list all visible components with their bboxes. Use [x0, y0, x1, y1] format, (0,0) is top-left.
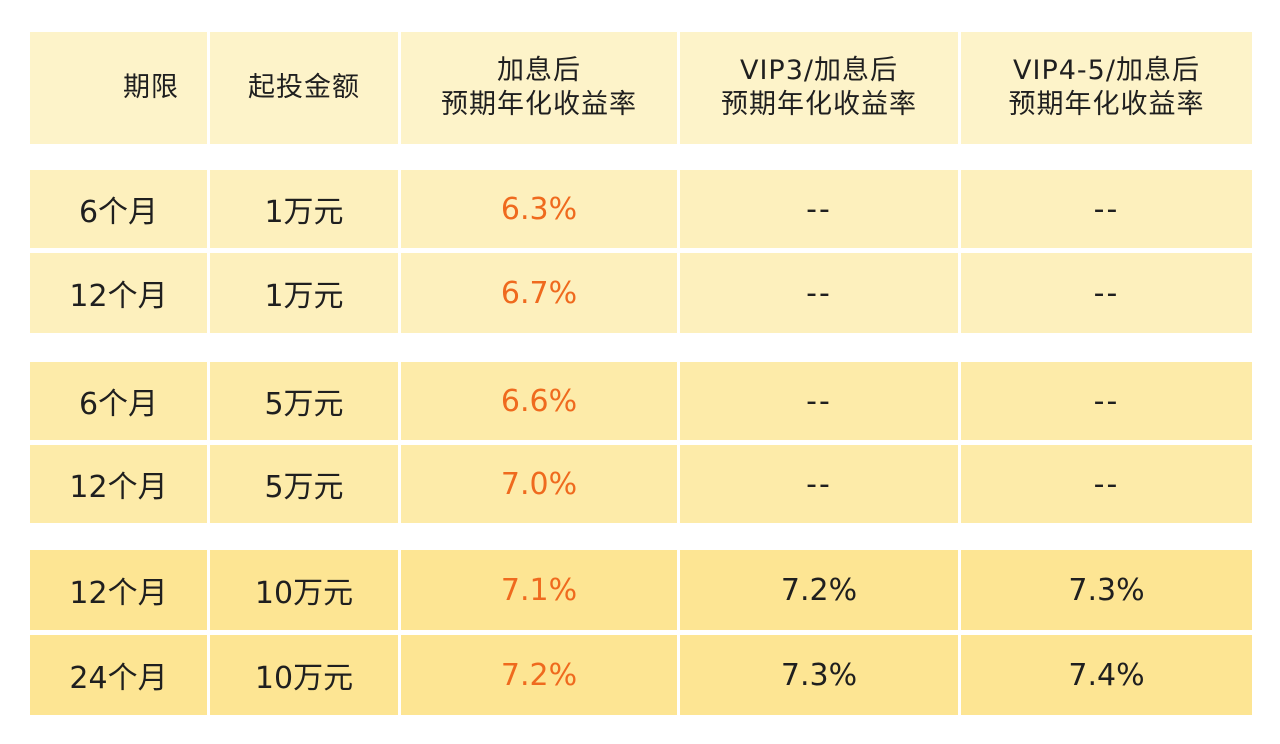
header-rate-after-bonus: 加息后 预期年化收益率	[401, 32, 677, 144]
cell-rate: 6.6%	[401, 362, 677, 440]
cell-rate: 7.0%	[401, 445, 677, 523]
cell-vip45: --	[961, 445, 1252, 523]
table-row: 12个月 10万元 7.1% 7.2% 7.3%	[30, 550, 1252, 630]
header-term: 期限	[30, 32, 207, 144]
header-vip3-rate: VIP3/加息后 预期年化收益率	[680, 32, 958, 144]
header-vip3-line2: 预期年化收益率	[721, 89, 917, 120]
cell-amount: 1万元	[210, 170, 398, 248]
cell-vip3: --	[680, 362, 958, 440]
cell-vip45: 7.4%	[961, 635, 1252, 715]
cell-term: 6个月	[30, 170, 207, 248]
cell-amount: 1万元	[210, 253, 398, 333]
table-row: 24个月 10万元 7.2% 7.3% 7.4%	[30, 635, 1252, 715]
cell-term: 12个月	[30, 445, 207, 523]
header-min-amount: 起投金额	[210, 32, 398, 144]
cell-rate: 6.3%	[401, 170, 677, 248]
table-row: 6个月 1万元 6.3% -- --	[30, 170, 1252, 248]
header-vip45-rate: VIP4-5/加息后 预期年化收益率	[961, 32, 1252, 144]
cell-vip3: --	[680, 253, 958, 333]
cell-amount: 10万元	[210, 550, 398, 630]
cell-vip3: --	[680, 170, 958, 248]
cell-amount: 5万元	[210, 362, 398, 440]
cell-vip3: 7.3%	[680, 635, 958, 715]
cell-vip45: --	[961, 170, 1252, 248]
cell-vip45: --	[961, 362, 1252, 440]
cell-rate: 7.1%	[401, 550, 677, 630]
header-vip45-line1: VIP4-5/加息后	[1013, 55, 1200, 86]
cell-term: 12个月	[30, 253, 207, 333]
cell-vip3: --	[680, 445, 958, 523]
cell-rate: 6.7%	[401, 253, 677, 333]
header-vip45-line2: 预期年化收益率	[1008, 89, 1205, 120]
table-header: 期限 起投金额 加息后 预期年化收益率 VIP3/加息后 预期年化收益率 VIP…	[30, 32, 1252, 144]
header-rate-line2: 预期年化收益率	[441, 89, 637, 120]
table-row: 6个月 5万元 6.6% -- --	[30, 362, 1252, 440]
header-vip3-line1: VIP3/加息后	[740, 55, 898, 86]
table-row: 12个月 1万元 6.7% -- --	[30, 253, 1252, 333]
table-row: 12个月 5万元 7.0% -- --	[30, 445, 1252, 523]
cell-term: 6个月	[30, 362, 207, 440]
cell-term: 12个月	[30, 550, 207, 630]
cell-amount: 10万元	[210, 635, 398, 715]
cell-vip45: 7.3%	[961, 550, 1252, 630]
cell-vip45: --	[961, 253, 1252, 333]
cell-vip3: 7.2%	[680, 550, 958, 630]
header-rate-line1: 加息后	[497, 55, 581, 86]
cell-term: 24个月	[30, 635, 207, 715]
cell-amount: 5万元	[210, 445, 398, 523]
cell-rate: 7.2%	[401, 635, 677, 715]
